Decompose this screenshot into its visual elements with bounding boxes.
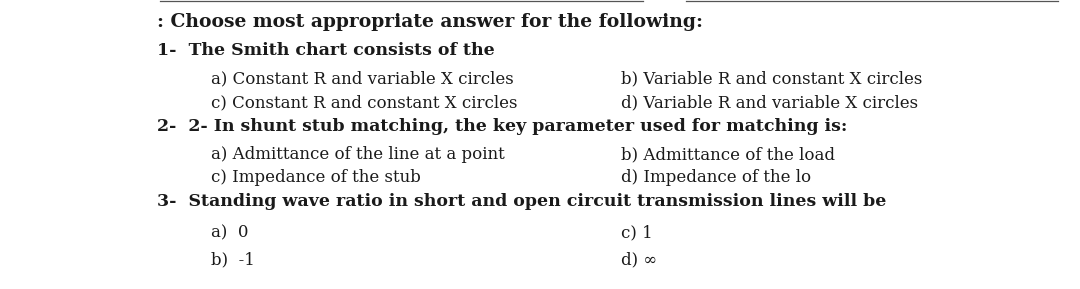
Text: : Choose most appropriate answer for the following:: : Choose most appropriate answer for the… xyxy=(157,13,703,31)
Text: a) Admittance of the line at a point: a) Admittance of the line at a point xyxy=(211,146,504,163)
Text: b) Variable R and constant X circles: b) Variable R and constant X circles xyxy=(621,71,922,88)
Text: b) Admittance of the load: b) Admittance of the load xyxy=(621,146,835,163)
Text: d) Impedance of the lo: d) Impedance of the lo xyxy=(621,169,811,186)
Text: c) Impedance of the stub: c) Impedance of the stub xyxy=(211,169,420,186)
Text: b)  -1: b) -1 xyxy=(211,251,255,268)
Text: a)  0: a) 0 xyxy=(211,224,248,241)
Text: a) Constant R and variable X circles: a) Constant R and variable X circles xyxy=(211,71,513,88)
Text: 2-  2- In shunt stub matching, the key parameter used for matching is:: 2- 2- In shunt stub matching, the key pa… xyxy=(157,118,847,135)
Text: 1-  The Smith chart consists of the: 1- The Smith chart consists of the xyxy=(157,42,495,59)
Text: d) Variable R and variable X circles: d) Variable R and variable X circles xyxy=(621,94,918,111)
Text: c) Constant R and constant X circles: c) Constant R and constant X circles xyxy=(211,94,517,111)
Text: 3-  Standing wave ratio in short and open circuit transmission lines will be: 3- Standing wave ratio in short and open… xyxy=(157,193,886,210)
Text: c) 1: c) 1 xyxy=(621,224,652,241)
Text: d) ∞: d) ∞ xyxy=(621,251,658,268)
